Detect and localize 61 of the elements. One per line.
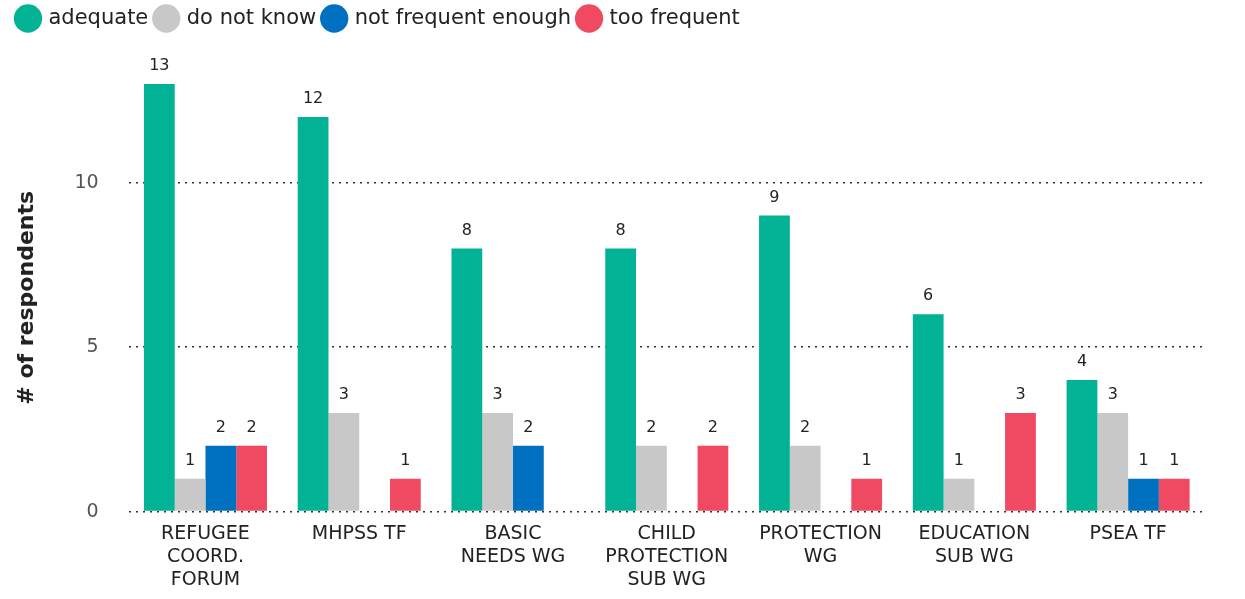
bar	[328, 412, 360, 511]
data-label: 1	[400, 449, 411, 469]
data-label: 1	[1169, 449, 1180, 469]
bar	[789, 445, 821, 511]
x-tick-label: CHILD PROTECTION SUB WG	[605, 520, 729, 589]
bar	[297, 116, 329, 511]
x-tick-label: EDUCATION SUB WG	[918, 520, 1031, 566]
bar	[205, 445, 237, 511]
x-tick-label: BASIC NEEDS WG	[460, 520, 566, 566]
data-label: 6	[923, 285, 934, 305]
data-label: 2	[523, 416, 534, 436]
bar	[236, 445, 267, 511]
bar	[143, 84, 175, 511]
bar	[943, 478, 975, 511]
data-label: 13	[149, 55, 170, 75]
bar	[513, 445, 544, 511]
x-tick-label: PSEA TF	[1089, 520, 1167, 543]
data-label: 12	[302, 88, 324, 108]
y-tick-label: 0	[86, 498, 99, 521]
bar	[1158, 478, 1190, 511]
legend-label: too frequent	[609, 4, 740, 29]
bar	[851, 478, 883, 511]
data-label: 2	[215, 416, 226, 436]
bar	[451, 248, 483, 511]
data-label: 8	[461, 219, 472, 239]
bar	[697, 445, 729, 511]
bar	[389, 478, 421, 511]
bar	[482, 412, 514, 511]
data-label: 3	[1107, 384, 1118, 404]
y-tick-label: 5	[86, 334, 99, 357]
data-label: 1	[953, 449, 965, 469]
data-label: 8	[615, 219, 626, 239]
bar	[1005, 412, 1036, 511]
x-tick-label: PROTECTION WG	[759, 520, 882, 566]
data-label: 2	[800, 416, 811, 436]
data-label: 3	[492, 384, 503, 404]
legend-label: adequate	[48, 4, 149, 29]
bar	[1066, 380, 1098, 511]
data-label: 1	[861, 449, 872, 469]
bar	[1128, 478, 1159, 511]
legend-label: do not know	[186, 4, 317, 29]
data-label: 2	[246, 416, 257, 436]
data-label: 2	[707, 416, 719, 436]
data-label: 4	[1076, 351, 1088, 371]
bar	[759, 215, 790, 511]
y-axis-title: # of respondents	[12, 190, 38, 405]
bar	[174, 478, 206, 511]
y-tick-label: 10	[74, 169, 99, 192]
bar	[636, 445, 667, 511]
x-tick-label: MHPSS TF	[311, 520, 407, 543]
bar	[605, 248, 637, 511]
data-label: 3	[338, 384, 349, 404]
bar	[1097, 412, 1129, 511]
data-label: 1	[1138, 449, 1149, 469]
data-label: 9	[769, 186, 780, 206]
data-label: 3	[1015, 384, 1026, 404]
data-label: 2	[646, 416, 657, 436]
legend-label: not frequent enough	[354, 4, 572, 29]
bar	[912, 314, 944, 511]
data-label: 1	[184, 449, 196, 469]
x-tick-label: REFUGEE COORD. FORUM	[161, 520, 250, 589]
